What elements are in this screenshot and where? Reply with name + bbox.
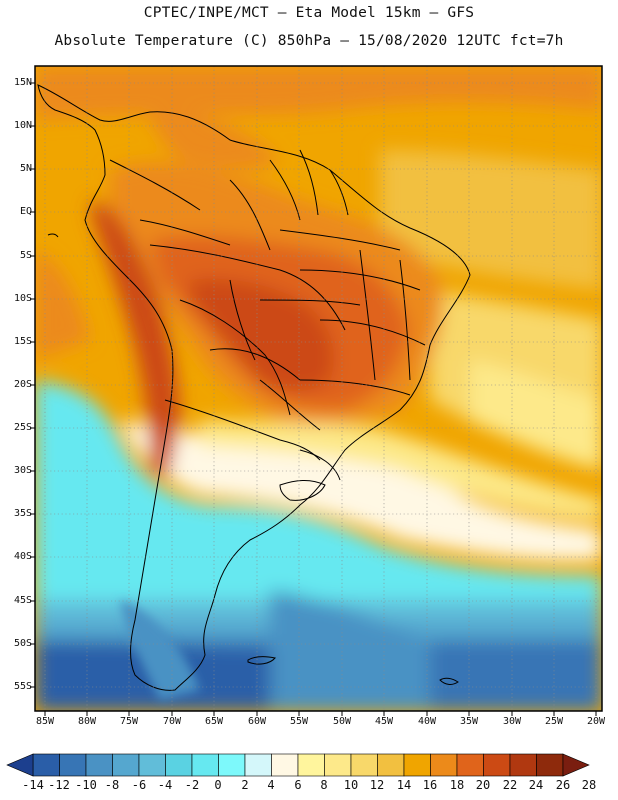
colorbar-label: 2 bbox=[241, 778, 249, 792]
lat-label: 55S bbox=[13, 681, 32, 692]
lat-label: 50S bbox=[13, 638, 32, 649]
colorbar-label: 6 bbox=[294, 778, 302, 792]
lat-label: 5S bbox=[19, 250, 32, 261]
colorbar-label: 10 bbox=[343, 778, 359, 792]
lon-label: 60W bbox=[247, 716, 267, 727]
colorbar-label: -12 bbox=[48, 778, 70, 792]
lon-label: 35W bbox=[459, 716, 479, 727]
colorbar-swatch bbox=[456, 753, 484, 777]
colorbar-label: 24 bbox=[528, 778, 544, 792]
colorbar-swatch bbox=[191, 753, 219, 777]
colorbar-swatch bbox=[112, 753, 140, 777]
title-line-2: Absolute Temperature (C) 850hPa – 15/08/… bbox=[54, 33, 564, 49]
lon-label: 20W bbox=[586, 716, 606, 727]
colorbar-max-arrow bbox=[562, 753, 590, 777]
lon-label: 40W bbox=[417, 716, 437, 727]
map-frame bbox=[34, 65, 603, 712]
lat-label: 15N bbox=[13, 77, 32, 88]
colorbar-label: 14 bbox=[396, 778, 412, 792]
lat-label: 45S bbox=[13, 595, 32, 606]
colorbar-label: 20 bbox=[475, 778, 491, 792]
colorbar-label: 28 bbox=[581, 778, 597, 792]
lat-label: 5N bbox=[19, 163, 32, 174]
colorbar-swatch bbox=[377, 753, 405, 777]
colorbar-swatch bbox=[430, 753, 458, 777]
lat-label: EQ bbox=[19, 206, 32, 217]
colorbar bbox=[6, 753, 590, 777]
colorbar-label: 22 bbox=[502, 778, 518, 792]
lon-label: 75W bbox=[119, 716, 139, 727]
colorbar-swatch bbox=[85, 753, 113, 777]
colorbar-swatch bbox=[509, 753, 537, 777]
title-line-1: CPTEC/INPE/MCT – Eta Model 15km – GFS bbox=[143, 5, 475, 21]
colorbar-swatch bbox=[59, 753, 87, 777]
colorbar-swatch bbox=[32, 753, 60, 777]
lon-label: 55W bbox=[289, 716, 309, 727]
colorbar-label: -6 bbox=[131, 778, 147, 792]
lon-label: 65W bbox=[204, 716, 224, 727]
colorbar-label: -14 bbox=[22, 778, 44, 792]
colorbar-label: -10 bbox=[75, 778, 97, 792]
temperature-field bbox=[35, 66, 602, 711]
lat-label: 35S bbox=[13, 508, 32, 519]
colorbar-label: -2 bbox=[184, 778, 200, 792]
colorbar-swatch bbox=[324, 753, 352, 777]
lon-label: 50W bbox=[332, 716, 352, 727]
colorbar-label: 12 bbox=[369, 778, 385, 792]
colorbar-label: 0 bbox=[214, 778, 222, 792]
colorbar-label: 4 bbox=[267, 778, 275, 792]
lon-label: 25W bbox=[544, 716, 564, 727]
colorbar-swatch bbox=[483, 753, 511, 777]
lon-label: 45W bbox=[374, 716, 394, 727]
colorbar-swatch bbox=[536, 753, 564, 777]
lat-label: 20S bbox=[13, 379, 32, 390]
colorbar-label: 26 bbox=[555, 778, 571, 792]
lon-label: 70W bbox=[162, 716, 182, 727]
lat-label: 30S bbox=[13, 465, 32, 476]
colorbar-swatch bbox=[244, 753, 272, 777]
colorbar-label: -8 bbox=[104, 778, 120, 792]
lat-label: 10N bbox=[13, 120, 32, 131]
lat-label: 25S bbox=[13, 422, 32, 433]
colorbar-label: -4 bbox=[157, 778, 173, 792]
colorbar-label: 18 bbox=[449, 778, 465, 792]
lat-label: 40S bbox=[13, 551, 32, 562]
colorbar-swatch bbox=[297, 753, 325, 777]
country-borders bbox=[37, 84, 471, 691]
axis-ticks bbox=[30, 82, 597, 716]
lat-label: 15S bbox=[13, 336, 32, 347]
colorbar-min-arrow bbox=[6, 753, 34, 777]
colorbar-swatch bbox=[403, 753, 431, 777]
lon-label: 85W bbox=[35, 716, 55, 727]
colorbar-swatch bbox=[165, 753, 193, 777]
colorbar-swatch bbox=[350, 753, 378, 777]
colorbar-label: 8 bbox=[320, 778, 328, 792]
lon-label: 80W bbox=[77, 716, 97, 727]
dotted-graticule bbox=[35, 66, 602, 711]
colorbar-swatch bbox=[138, 753, 166, 777]
colorbar-swatch bbox=[271, 753, 299, 777]
lon-label: 30W bbox=[502, 716, 522, 727]
colorbar-swatch bbox=[218, 753, 246, 777]
colorbar-label: 16 bbox=[422, 778, 438, 792]
lat-label: 10S bbox=[13, 293, 32, 304]
